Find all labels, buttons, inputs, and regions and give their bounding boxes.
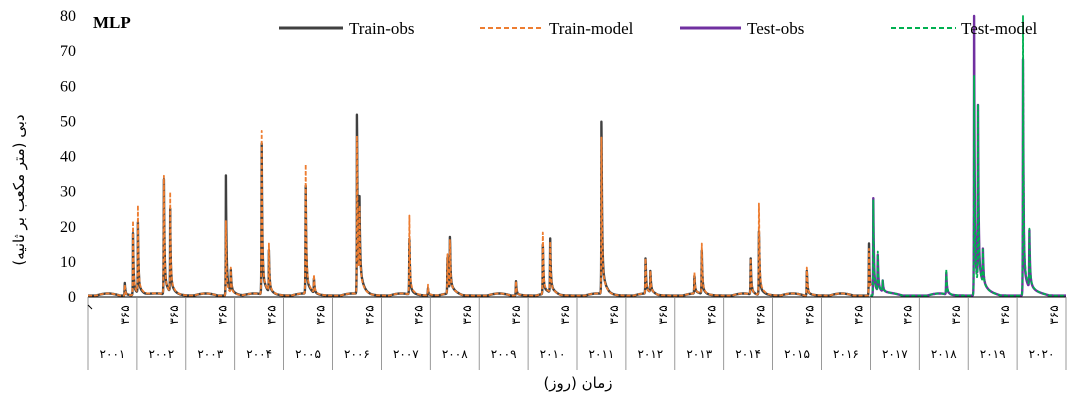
- year-label: ۲۰۰۲: [148, 347, 174, 361]
- legend-label: Test-obs: [747, 19, 804, 38]
- y-tick-label: 70: [60, 43, 76, 60]
- year-label: ۲۰۰۹: [491, 347, 517, 361]
- day-tick-label: ۳۶۵: [314, 305, 328, 324]
- day-tick-label: ۳۶۵: [509, 305, 523, 324]
- year-label: ۲۰۲۰: [1029, 347, 1055, 361]
- series-line-test-obs: [869, 14, 1067, 297]
- legend-label: Test-model: [961, 19, 1038, 38]
- axis-break-mark: [87, 304, 93, 310]
- day-tick-label: ۳۶۵: [265, 305, 279, 324]
- day-tick-label: ۳۶۵: [460, 305, 474, 324]
- year-label: ۲۰۱۱: [589, 347, 615, 361]
- day-tick-label: ۳۶۵: [167, 305, 181, 324]
- year-label: ۲۰۱۵: [784, 347, 810, 361]
- day-tick-label: ۳۶۵: [803, 305, 817, 324]
- x-axis: ۳۶۵ ۳۶۵ ۳۶۵ ۳۶۵ ۳۶۵ ۳۶۵ ۳۶۵ ۳۶۵ ۳۶۵ ۳۶۵ ۳۶۵ ۳۶۵ ۳۶۵ ۳…: [87, 296, 1067, 370]
- year-label: ۲۰۰۶: [344, 347, 370, 361]
- day-tick-label: ۳۶۵: [998, 305, 1012, 324]
- day-tick-label: ۳۶۵: [656, 305, 670, 324]
- year-label: ۲۰۱۶: [833, 347, 859, 361]
- day-tick-label: ۳۶۵: [118, 305, 132, 324]
- series-line-train-obs: [87, 113, 872, 297]
- year-label: ۲۰۱۹: [980, 347, 1006, 361]
- y-axis-title: دبی (متر مکعب بر ثانیه): [10, 114, 28, 265]
- series-layer: [87, 14, 1067, 297]
- day-tick-label: ۳۶۵: [362, 305, 376, 324]
- year-label: ۲۰۰۷: [393, 347, 419, 361]
- y-axis-ticks: 0 10 20 30 40 50 60 70 80: [60, 8, 76, 306]
- y-tick-label: 30: [60, 184, 76, 201]
- day-tick-label: ۳۶۵: [607, 305, 621, 324]
- year-label: ۲۰۱۰: [540, 347, 566, 361]
- y-tick-label: 40: [60, 149, 76, 166]
- year-label: ۲۰۰۱: [100, 347, 126, 361]
- day-tick-label: ۳۶۵: [1047, 305, 1061, 324]
- series-line-train-model: [87, 130, 872, 297]
- y-tick-label: 60: [60, 78, 76, 95]
- year-label: ۲۰۰۸: [442, 347, 468, 361]
- legend-label: Train-obs: [349, 19, 415, 38]
- year-label: ۲۰۱۸: [931, 347, 957, 361]
- y-tick-label: 50: [60, 113, 76, 130]
- day-tick-label: ۳۶۵: [900, 305, 914, 324]
- year-label: ۲۰۰۳: [197, 347, 223, 361]
- day-tick-label: ۳۶۵: [216, 305, 230, 324]
- day-tick-label: ۳۶۵: [558, 305, 572, 324]
- year-label: ۲۰۱۳: [686, 347, 712, 361]
- day-tick-label: ۳۶۵: [705, 305, 719, 324]
- legend-label: Train-model: [549, 19, 634, 38]
- y-tick-label: 10: [60, 254, 76, 271]
- year-label: ۲۰۰۵: [295, 347, 321, 361]
- day-tick-label: ۳۶۵: [949, 305, 963, 324]
- series-line-test-model: [869, 15, 1067, 297]
- day-tick-label: ۳۶۵: [851, 305, 865, 324]
- day-tick-label: ۳۶۵: [411, 305, 425, 324]
- x-axis-title: زمان (روز): [543, 374, 612, 392]
- year-label: ۲۰۱۷: [882, 347, 908, 361]
- panel-label: MLP: [93, 13, 131, 32]
- y-tick-label: 0: [68, 289, 76, 306]
- year-label: ۲۰۱۲: [637, 347, 663, 361]
- day-tick-label: ۳۶۵: [754, 305, 768, 324]
- y-tick-label: 80: [60, 8, 76, 25]
- year-label: ۲۰۰۴: [246, 347, 272, 361]
- y-tick-label: 20: [60, 219, 76, 236]
- legend: Train-obs Train-model Test-obs Test-model: [279, 19, 1038, 38]
- year-label: ۲۰۱۴: [735, 347, 761, 361]
